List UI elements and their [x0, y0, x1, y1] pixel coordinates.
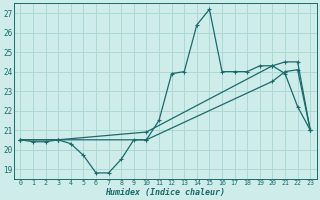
X-axis label: Humidex (Indice chaleur): Humidex (Indice chaleur)	[105, 188, 225, 197]
